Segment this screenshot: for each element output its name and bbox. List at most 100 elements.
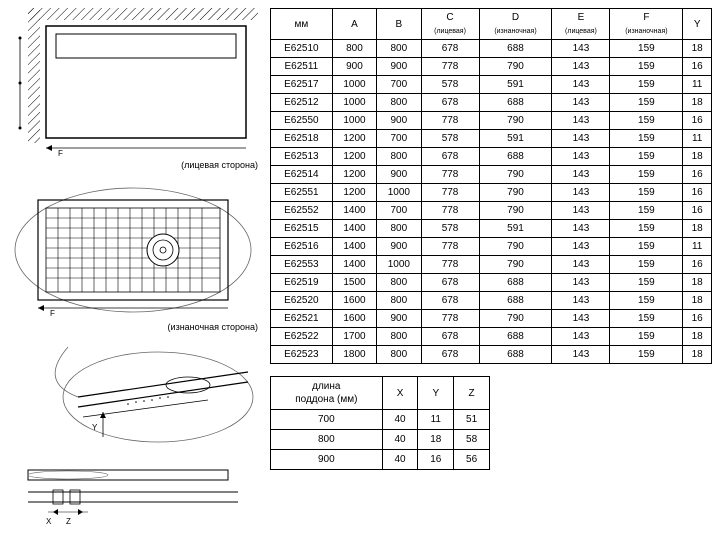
table-cell: 18	[683, 274, 712, 292]
table-cell: 159	[610, 202, 683, 220]
table-cell: 143	[552, 76, 610, 94]
table-cell: 143	[552, 40, 610, 58]
table-cell: E62513	[271, 148, 333, 166]
table-cell: 678	[421, 274, 479, 292]
table-row: E62518120070057859114315911	[271, 130, 712, 148]
table-cell: 678	[421, 292, 479, 310]
table-cell: 591	[479, 130, 552, 148]
table-cell: 1400	[332, 256, 376, 274]
svg-text:F: F	[50, 309, 55, 318]
table-cell: 900	[332, 58, 376, 76]
table-cell: 1000	[332, 76, 376, 94]
table-cell: 700	[377, 76, 421, 94]
table-cell: 1200	[332, 130, 376, 148]
table-cell: 18	[683, 40, 712, 58]
table-row: E62520160080067868814315918	[271, 292, 712, 310]
table-row: E62521160090077879014315916	[271, 310, 712, 328]
col-len: длина поддона (мм)	[271, 377, 383, 410]
main-dimensions-table: мм A B C(лицевая) D(изнаночная) E(лицева…	[270, 8, 712, 364]
table-cell: E62511	[271, 58, 333, 76]
table-cell: 58	[454, 430, 490, 450]
table-row: 700401151	[271, 410, 490, 430]
table-cell: 18	[683, 94, 712, 112]
svg-text:Y: Y	[92, 423, 98, 432]
table-cell: 790	[479, 166, 552, 184]
table-cell: 778	[421, 202, 479, 220]
table-cell: 16	[683, 112, 712, 130]
table-cell: 1000	[377, 256, 421, 274]
table-cell: 159	[610, 94, 683, 112]
table-cell: 159	[610, 346, 683, 364]
table-cell: 1000	[377, 184, 421, 202]
table-cell: 700	[377, 130, 421, 148]
svg-text:X: X	[46, 517, 52, 526]
svg-text:Z: Z	[66, 517, 71, 526]
table-cell: 800	[377, 40, 421, 58]
table-cell: 18	[683, 148, 712, 166]
table-cell: 800	[377, 292, 421, 310]
table-cell: E62520	[271, 292, 333, 310]
table-cell: 578	[421, 220, 479, 238]
table-cell: 18	[683, 328, 712, 346]
table-cell: 778	[421, 112, 479, 130]
table-cell: 143	[552, 112, 610, 130]
table-cell: 40	[382, 410, 418, 430]
table2-header-row: длина поддона (мм) X Y Z	[271, 377, 490, 410]
table-cell: 800	[332, 40, 376, 58]
table-cell: 16	[683, 310, 712, 328]
diagram-top-view: F (лицевая сторона)	[8, 8, 258, 170]
table-cell: 790	[479, 58, 552, 76]
table-cell: 143	[552, 274, 610, 292]
tables-column: мм A B C(лицевая) D(изнаночная) E(лицева…	[270, 8, 712, 542]
table-row: E62515140080057859114315918	[271, 220, 712, 238]
table-cell: 800	[377, 148, 421, 166]
table-cell: E62515	[271, 220, 333, 238]
table-cell: 578	[421, 130, 479, 148]
table-cell: 159	[610, 328, 683, 346]
table-cell: E62514	[271, 166, 333, 184]
table-cell: 159	[610, 112, 683, 130]
table-cell: 1400	[332, 220, 376, 238]
table-cell: 1700	[332, 328, 376, 346]
table-row: E62552140070077879014315916	[271, 202, 712, 220]
table-cell: 143	[552, 292, 610, 310]
table-cell: 678	[421, 328, 479, 346]
table-cell: 688	[479, 292, 552, 310]
table-cell: 800	[377, 94, 421, 112]
table-cell: 688	[479, 94, 552, 112]
table-cell: 678	[421, 40, 479, 58]
table-row: E62550100090077879014315916	[271, 112, 712, 130]
table-cell: 159	[610, 166, 683, 184]
col-e: E(лицевая)	[552, 9, 610, 40]
table-cell: 143	[552, 94, 610, 112]
table-cell: E62523	[271, 346, 333, 364]
table-cell: 143	[552, 256, 610, 274]
table-cell: 40	[382, 430, 418, 450]
table-cell: 143	[552, 130, 610, 148]
table-cell: 143	[552, 148, 610, 166]
table-cell: 143	[552, 166, 610, 184]
table-cell: 143	[552, 238, 610, 256]
table-cell: 159	[610, 256, 683, 274]
table-cell: 159	[610, 220, 683, 238]
table-cell: 790	[479, 202, 552, 220]
table-cell: 16	[683, 256, 712, 274]
table-header-row: мм A B C(лицевая) D(изнаночная) E(лицева…	[271, 9, 712, 40]
table-row: E62522170080067868814315918	[271, 328, 712, 346]
table-cell: 591	[479, 76, 552, 94]
table-cell: E62517	[271, 76, 333, 94]
table-cell: 56	[454, 450, 490, 470]
table-cell: 16	[683, 202, 712, 220]
svg-text:F: F	[58, 149, 63, 158]
col-c: C(лицевая)	[421, 9, 479, 40]
diagrams-column: F (лицевая сторона)	[8, 8, 258, 542]
table-row: E625531400100077879014315916	[271, 256, 712, 274]
diagram-section-detail: Y	[8, 342, 258, 452]
table-cell: 800	[377, 328, 421, 346]
table-cell: 900	[377, 238, 421, 256]
table-cell: 1600	[332, 292, 376, 310]
table-cell: 678	[421, 94, 479, 112]
table-cell: 778	[421, 310, 479, 328]
table-cell: 159	[610, 274, 683, 292]
table-cell: E62516	[271, 238, 333, 256]
